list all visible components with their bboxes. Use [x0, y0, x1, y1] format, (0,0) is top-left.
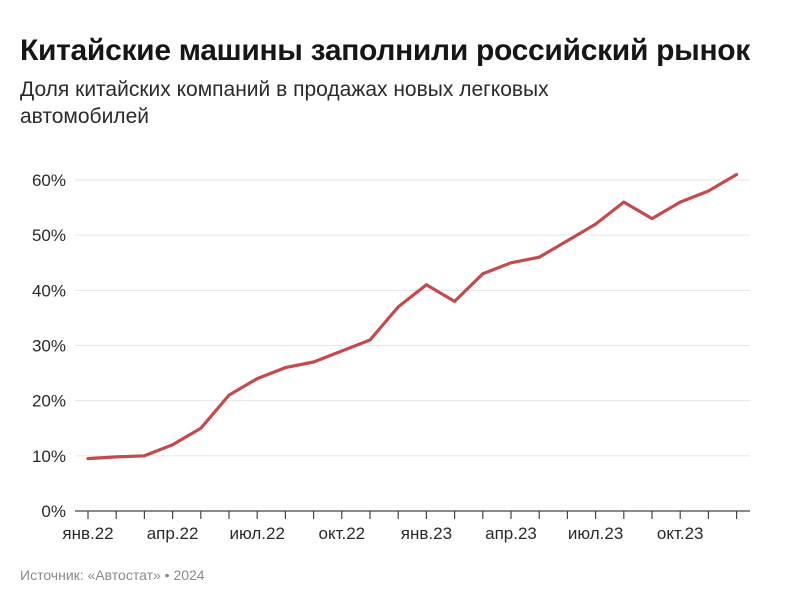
data-point: [537, 255, 541, 259]
x-tick-label: апр.22: [147, 524, 199, 543]
data-point: [678, 200, 682, 204]
x-tick-label: окт.22: [318, 524, 365, 543]
series-layer: [86, 172, 739, 461]
x-tick-label: окт.23: [657, 524, 704, 543]
source-note: Источник: «Автостат» • 2024: [20, 567, 205, 583]
x-tick-label: янв.23: [401, 524, 452, 543]
data-point: [143, 454, 146, 458]
y-tick-label: 50%: [32, 226, 66, 245]
y-tick-label: 60%: [32, 171, 66, 190]
x-axis: [75, 510, 750, 519]
data-point: [340, 349, 344, 353]
data-point: [566, 239, 569, 243]
y-tick-label: 40%: [32, 281, 66, 300]
data-point: [481, 272, 485, 276]
data-point: [650, 217, 654, 221]
y-axis-labels: 0% 10% 20% 30% 40% 50% 60%: [32, 171, 66, 521]
data-point: [255, 377, 259, 380]
data-point: [735, 173, 738, 176]
data-point: [368, 338, 372, 342]
data-point: [453, 299, 456, 303]
data-point: [284, 366, 287, 369]
x-tick-label: апр.23: [485, 524, 537, 543]
data-point: [425, 283, 428, 287]
data-point: [707, 189, 710, 193]
data-point: [86, 457, 90, 460]
y-tick-label: 30%: [32, 337, 66, 356]
data-point: [509, 261, 513, 265]
chart-title: Китайские машины заполнили российский ры…: [20, 34, 751, 67]
x-tick-label: июл.23: [568, 524, 623, 543]
data-point: [114, 455, 118, 459]
chart-subtitle: Доля китайских компаний в продажах новых…: [20, 78, 549, 128]
y-tick-label: 10%: [32, 447, 66, 466]
series-line: [86, 172, 739, 461]
data-point: [312, 360, 315, 364]
data-point: [199, 426, 203, 430]
data-point: [171, 443, 175, 447]
data-point: [594, 222, 597, 226]
data-point: [396, 305, 400, 309]
x-axis-labels: янв.22 апр.22 июл.22 окт.22 янв.23 апр.23 июл.…: [62, 524, 703, 543]
x-tick-label: июл.22: [229, 524, 284, 543]
y-tick-label: 0%: [41, 502, 66, 521]
y-tick-label: 20%: [32, 392, 66, 411]
data-point: [622, 200, 626, 204]
data-point: [227, 393, 231, 397]
grid-layer: [75, 179, 750, 457]
x-tick-label: янв.22: [62, 524, 113, 543]
